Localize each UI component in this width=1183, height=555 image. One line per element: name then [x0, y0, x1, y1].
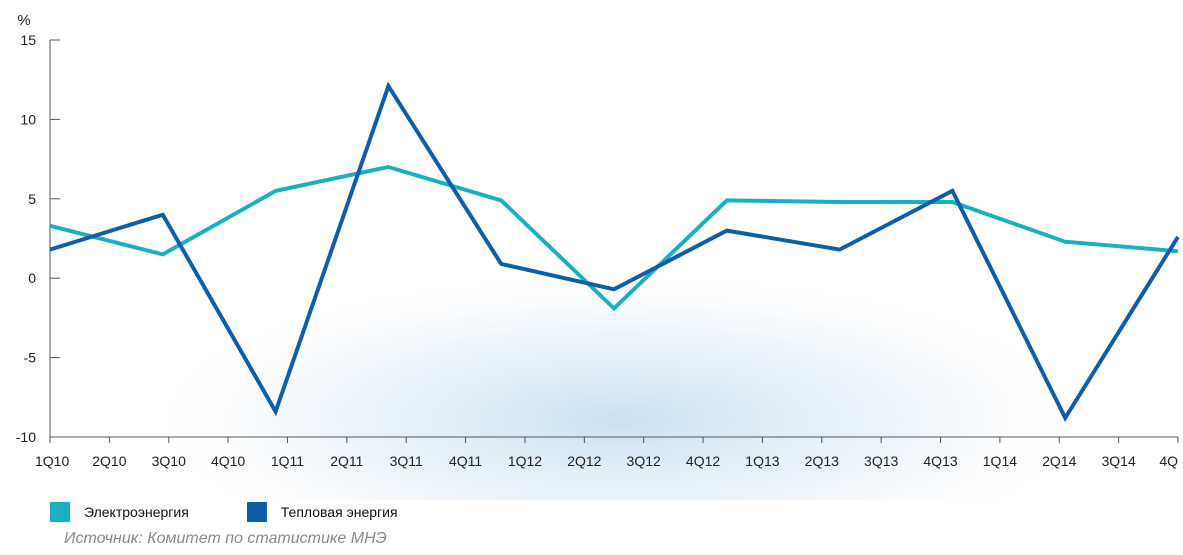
series-line-1 [49, 81, 1180, 422]
x-tick-label: 3Q12 [627, 453, 661, 469]
x-tick-label: 3Q13 [864, 453, 898, 469]
x-tick-label: 4Q10 [211, 453, 245, 469]
series-layer [49, 81, 1180, 422]
legend-item-electricity: Электроэнергия [50, 502, 189, 522]
y-tick-label: -10 [16, 429, 36, 445]
line-chart: % 15 10 5 0 -5 -10 1Q10 2Q10 3Q10 4Q10 1Q11 2Q11 3Q11… [16, 12, 1180, 500]
x-tick-label: 4Q12 [686, 453, 720, 469]
x-tick-label: 1Q14 [983, 453, 1017, 469]
y-tick-label: 15 [20, 32, 36, 48]
y-tick-label: 0 [28, 270, 36, 286]
x-tick-label: 3Q10 [152, 453, 186, 469]
y-axis-unit: % [17, 12, 30, 29]
x-tick-label: 4Q13 [923, 453, 957, 469]
x-tick-label: 2Q13 [805, 453, 839, 469]
legend-label-electricity: Электроэнергия [84, 504, 189, 520]
legend-label-heat: Тепловая энергия [280, 504, 398, 520]
x-tick-label: 1Q10 [35, 453, 69, 469]
legend-swatch-heat [246, 502, 267, 522]
x-tick-label: 1Q13 [745, 453, 779, 469]
x-tick-label: 2Q11 [330, 453, 363, 469]
tick-labels: % 15 10 5 0 -5 -10 1Q10 2Q10 3Q10 4Q10 1Q11 2Q11 3Q11… [16, 12, 1178, 469]
series-line-0 [49, 164, 1179, 312]
legend-swatch-electricity [50, 502, 70, 522]
y-tick-label: 10 [20, 111, 36, 127]
y-tick-label: 5 [28, 191, 36, 207]
x-tick-label: 3Q11 [390, 453, 423, 469]
legend: Электроэнергия Тепловая энергия [50, 502, 456, 522]
source-note: Источник: Комитет по статистике МНЭ [64, 530, 387, 547]
x-tick-label: 2Q10 [92, 453, 126, 469]
x-tick-label: 1Q12 [508, 453, 542, 469]
background-glow [140, 270, 1100, 500]
x-tick-label: 3Q14 [1102, 453, 1136, 469]
y-tick-label: -5 [24, 350, 37, 366]
axes [49, 39, 1179, 443]
legend-item-heat: Тепловая энергия [246, 502, 398, 522]
x-tick-label: 4Q [1159, 453, 1178, 469]
x-tick-label: 2Q14 [1042, 453, 1076, 469]
x-tick-label: 1Q11 [271, 453, 304, 469]
x-tick-label: 4Q11 [449, 453, 482, 469]
x-tick-label: 2Q12 [567, 453, 601, 469]
